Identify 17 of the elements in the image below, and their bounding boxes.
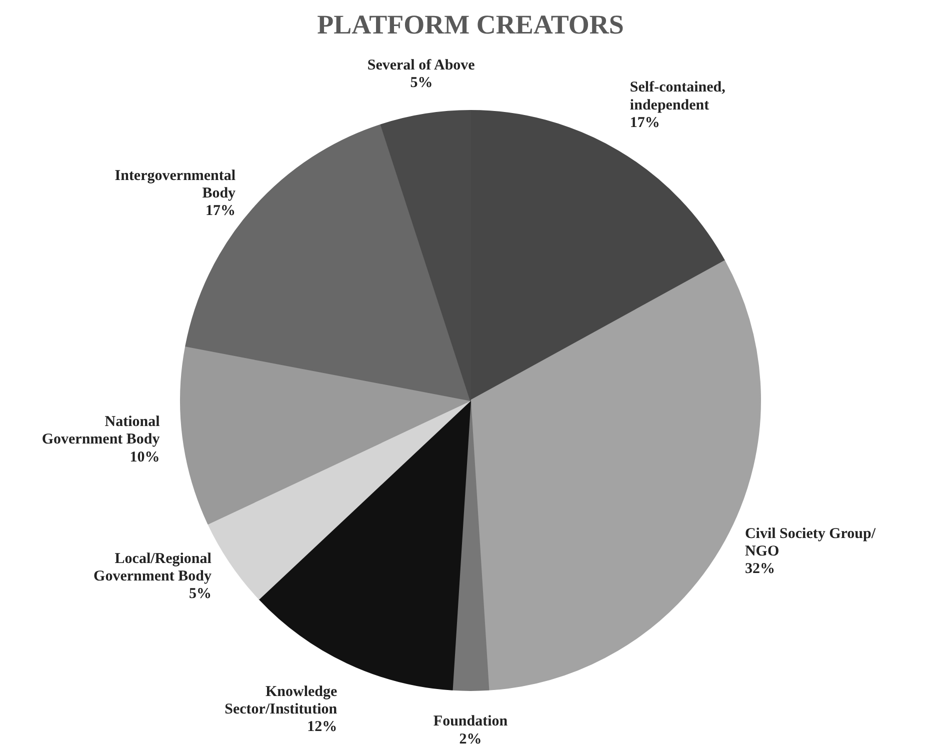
slice-label: Foundation [433, 714, 508, 730]
data-label: 17% [206, 202, 236, 219]
slice-label: Several of Above [367, 58, 476, 74]
data-label: 17% [630, 114, 660, 131]
data-label: 32% [744, 560, 775, 577]
slice-label: Knowledge Sector/Institution [224, 684, 338, 718]
slice-label: Civil Society Group/ NGO [744, 526, 876, 560]
data-label: 2% [459, 731, 482, 748]
data-label: 5% [410, 75, 433, 92]
data-label: 12% [307, 719, 338, 736]
slice-label: Self-contained, independent [630, 80, 726, 114]
chart-title: PLATFORM CREATORS [317, 10, 624, 40]
slice-label: Intergovernmental Body [114, 168, 236, 202]
slice-label: National Government Body [42, 414, 160, 448]
data-label: 5% [188, 586, 212, 602]
data-label: 10% [130, 449, 160, 466]
slice-label: Local/Regional Government Body [94, 550, 212, 585]
